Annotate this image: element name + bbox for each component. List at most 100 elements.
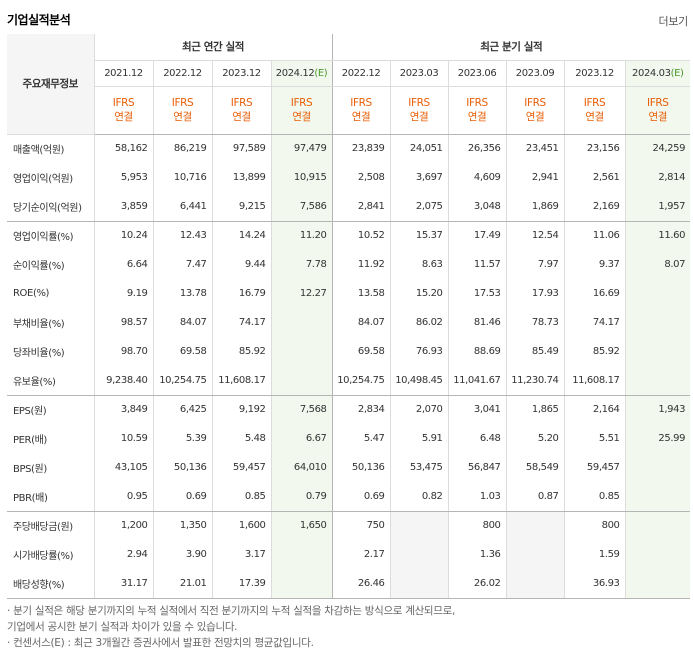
period-header: 2024.03(E) <box>624 60 691 87</box>
row-label: 영업이익률(%) <box>7 221 94 250</box>
row-label: 당기순이익(억원) <box>7 192 94 222</box>
table-cell: 3.17 <box>211 540 271 569</box>
table-cell: 31.17 <box>93 569 153 599</box>
table-cell: 8.63 <box>389 250 449 279</box>
table-cell <box>270 337 333 366</box>
table-cell: 17.49 <box>447 221 507 250</box>
table-cell: 1.36 <box>447 540 507 569</box>
basis-header: IFRS 연결 <box>270 86 333 135</box>
table-row: 시가배당률(%) 2.94 3.90 3.17 2.17 1.36 1.59 <box>7 540 691 569</box>
table-cell: 74.17 <box>563 308 626 337</box>
row-label: 순이익률(%) <box>7 250 94 279</box>
table-cell: 3,048 <box>447 192 507 222</box>
table-cell: 85.92 <box>563 337 626 366</box>
table-cell: 6,441 <box>152 192 212 222</box>
row-label: 유보율(%) <box>7 366 94 396</box>
table-cell: 69.58 <box>331 337 391 366</box>
table-cell: 24,051 <box>389 134 449 163</box>
basis-consolidation: 연결 <box>409 111 429 123</box>
basis-standard: IFRS <box>230 97 253 109</box>
table-cell: 3,859 <box>93 192 153 222</box>
table-cell: 15.37 <box>389 221 449 250</box>
table-cell: 98.70 <box>93 337 153 366</box>
table-cell: 43,105 <box>93 453 153 482</box>
footnote-2: 기업에서 공시한 분기 실적과 차이가 있을 수 있습니다. <box>7 621 238 633</box>
table-row: 유보율(%) 9,238.40 10,254.75 11,608.17 10,254.7… <box>7 366 691 396</box>
table-cell: 0.69 <box>331 482 391 512</box>
table-cell: 9.37 <box>563 250 626 279</box>
basis-standard: IFRS <box>171 97 194 109</box>
basis-consolidation: 연결 <box>467 111 487 123</box>
more-link[interactable]: 더보기 <box>658 15 689 28</box>
table-cell: 800 <box>563 511 626 540</box>
table-cell <box>624 453 691 482</box>
basis-consolidation: 연결 <box>351 111 371 123</box>
table-cell: 4,609 <box>447 163 507 192</box>
table-cell: 2,508 <box>331 163 391 192</box>
basis-header: IFRS 연결 <box>624 86 691 135</box>
table-cell: 59,457 <box>211 453 271 482</box>
section-title: 기업실적분석 <box>7 13 71 27</box>
table-cell: 10,498.45 <box>389 366 449 396</box>
table-row: 매출액(억원) 58,162 86,219 97,589 97,479 23,839 24,… <box>7 134 691 163</box>
table-cell: 1,650 <box>270 511 333 540</box>
table-cell: 1,350 <box>152 511 212 540</box>
table-cell: 25.99 <box>624 424 691 453</box>
footnote-1: · 분기 실적은 해당 분기까지의 누적 실적에서 직전 분기까지의 누적 실적… <box>7 605 456 617</box>
footnote-3: · 컨센서스(E) : 최근 3개월간 증권사에서 발표한 전망치의 평균값입니… <box>7 637 314 648</box>
table-cell <box>624 482 691 512</box>
table-row: 당좌비율(%) 98.70 69.58 85.92 69.58 76.93 88.69 85.… <box>7 337 691 366</box>
table-cell: 53,475 <box>389 453 449 482</box>
table-cell: 9,215 <box>211 192 271 222</box>
table-cell: 85.49 <box>505 337 565 366</box>
table-cell: 1,200 <box>93 511 153 540</box>
table-cell <box>624 366 691 396</box>
table-cell: 1,865 <box>505 395 565 424</box>
table-cell: 2,561 <box>563 163 626 192</box>
table-cell: 3,849 <box>93 395 153 424</box>
table-cell: 2,941 <box>505 163 565 192</box>
basis-header: IFRS 연결 <box>93 86 153 135</box>
basis-consolidation: 연결 <box>585 111 604 123</box>
table-cell: 0.85 <box>563 482 626 512</box>
table-cell: 12.27 <box>270 279 333 308</box>
table-cell: 10,915 <box>270 163 333 192</box>
table-cell: 6.67 <box>270 424 333 453</box>
table-cell: 2.17 <box>331 540 391 569</box>
period-header: 2022.12 <box>152 60 212 87</box>
basis-standard: IFRS <box>290 97 313 109</box>
table-cell: 7.97 <box>505 250 565 279</box>
table-cell: 10,716 <box>152 163 212 192</box>
table-cell: 16.79 <box>211 279 271 308</box>
table-cell: 6.64 <box>93 250 153 279</box>
table-cell: 98.57 <box>93 308 153 337</box>
table-cell: 10.24 <box>93 221 153 250</box>
table-cell: 97,589 <box>211 134 271 163</box>
table-cell: 88.69 <box>447 337 507 366</box>
table-cell: 11,608.17 <box>563 366 626 396</box>
table-cell: 64,010 <box>270 453 333 482</box>
table-cell: 5.48 <box>211 424 271 453</box>
row-label: 부채비율(%) <box>7 308 94 337</box>
table-cell: 7.47 <box>152 250 212 279</box>
table-cell: 26,356 <box>447 134 507 163</box>
table-cell <box>624 308 691 337</box>
table-cell <box>270 569 333 599</box>
table-cell: 69.58 <box>152 337 212 366</box>
basis-standard: IFRS <box>583 97 606 109</box>
period-header: 2023.06 <box>447 60 507 87</box>
row-label: EPS(원) <box>7 395 94 424</box>
table-cell: 5.47 <box>331 424 391 453</box>
table-cell: 1.03 <box>447 482 507 512</box>
table-cell: 11.20 <box>270 221 333 250</box>
table-cell: 59,457 <box>563 453 626 482</box>
basis-consolidation: 연결 <box>525 111 545 123</box>
table-cell: 2,169 <box>563 192 626 222</box>
table-cell: 10.52 <box>331 221 391 250</box>
basis-standard: IFRS <box>408 97 430 109</box>
table-cell: 6.48 <box>447 424 507 453</box>
table-row: 순이익률(%) 6.64 7.47 9.44 7.78 11.92 8.63 11.57 7.9… <box>7 250 691 279</box>
period-header: 2022.12 <box>331 60 391 87</box>
table-cell: 5.20 <box>505 424 565 453</box>
